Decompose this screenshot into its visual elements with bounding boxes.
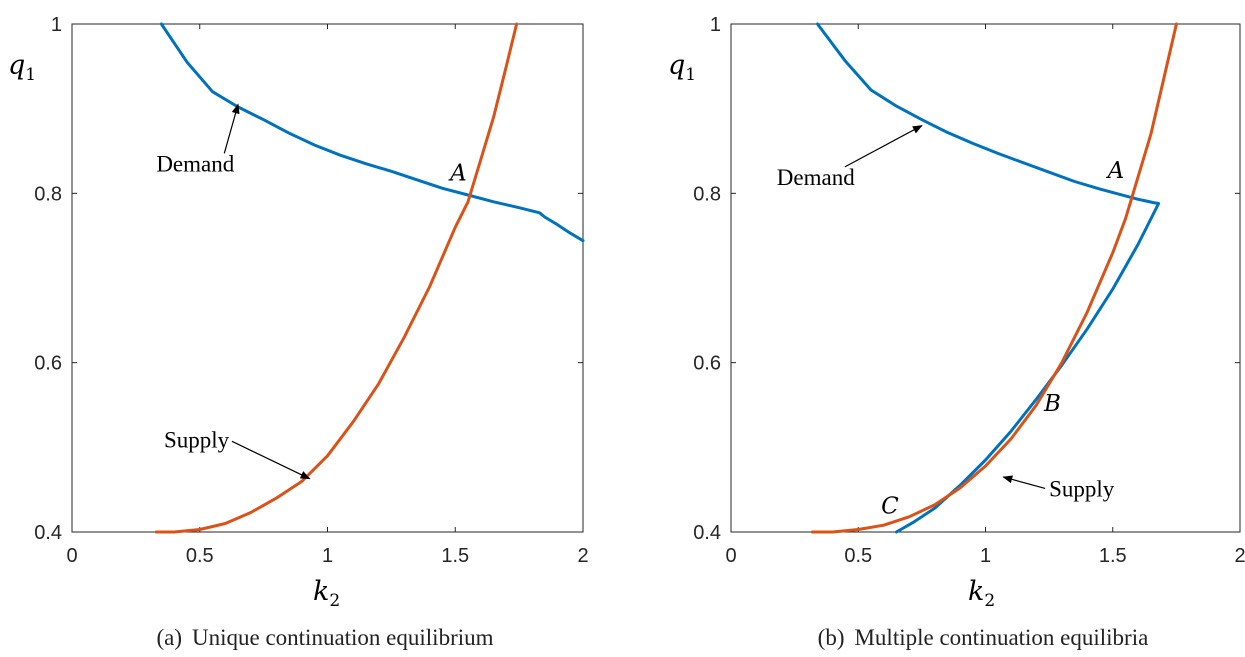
x-tick-label-b: 2 [1234, 545, 1245, 567]
x-tick-label-a: 1 [322, 545, 333, 567]
y-tick-label-a: 0.6 [34, 353, 62, 375]
equilibrium-label-a-b: A [1106, 158, 1125, 184]
y-axis-sub-b: 1 [685, 65, 696, 85]
x-tick-label-a: 2 [577, 545, 588, 567]
x-tick-label-a: 0.5 [186, 545, 214, 567]
x-tick-label-a: 0 [66, 545, 77, 567]
demand-curve-b [816, 22, 1161, 534]
x-tick-label-b: 1 [980, 545, 991, 567]
y-axis-sub-a: 1 [25, 65, 36, 85]
axes-box-b [730, 23, 1241, 533]
demand-arrow-b [844, 125, 923, 168]
plot-area-b: 0 0.5 1 1.5 2 0.4 0.6 0.8 1 Demand Supply A B C [693, 14, 1245, 567]
y-axis-var-a: q [8, 50, 25, 81]
x-axis-label-b: k2 [968, 576, 995, 611]
y-axis-var-b: q [668, 50, 685, 81]
y-tick-label-b: 0.4 [693, 522, 721, 544]
demand-label-b: Demand [777, 165, 855, 190]
y-axis-label-a: q1 [8, 50, 36, 85]
x-axis-sub-b: 2 [984, 591, 995, 611]
x-tick-label-b: 1.5 [1099, 545, 1127, 567]
x-axis-var-a: k [313, 576, 329, 607]
supply-label-a: Supply [164, 427, 230, 452]
x-tick-label-b: 0.5 [844, 545, 872, 567]
caption-text-b: Multiple continuation equilibria [854, 625, 1148, 650]
supply-curve-a [154, 22, 519, 534]
supply-arrow-a [231, 440, 311, 480]
demand-label-a: Demand [156, 151, 234, 176]
y-tick-label-b: 1 [710, 14, 721, 36]
caption-b: (b) Multiple continuation equilibria [818, 625, 1149, 650]
y-tick-label-a: 0.4 [34, 522, 62, 544]
supply-arrow-b [1002, 475, 1046, 490]
supply-curve-b [810, 22, 1178, 534]
y-tick-label-b: 0.8 [693, 183, 721, 205]
x-tick-label-b: 0 [725, 545, 736, 567]
equilibrium-label-b-b: B [1043, 391, 1061, 417]
caption-tag-b: (b) [818, 625, 845, 650]
y-axis-label-b: q1 [668, 50, 696, 85]
demand-arrow-a [223, 103, 240, 154]
x-axis-sub-a: 2 [329, 591, 340, 611]
x-axis-label-a: k2 [313, 576, 340, 611]
caption-tag-a: (a) [156, 625, 182, 650]
plot-area-a: 0 0.5 1 1.5 2 0.4 0.6 0.8 1 Demand Supply A [34, 14, 588, 567]
caption-text-a: Unique continuation equilibrium [192, 625, 494, 650]
x-tick-label-a: 1.5 [441, 545, 469, 567]
x-axis-var-b: k [968, 576, 984, 607]
y-tick-label-a: 0.8 [34, 183, 62, 205]
caption-a: (a) Unique continuation equilibrium [156, 625, 493, 650]
equilibrium-label-c-b: C [881, 493, 899, 519]
y-tick-label-a: 1 [51, 14, 62, 36]
equilibrium-label-a-a: A [448, 161, 467, 187]
demand-curve-a [159, 22, 585, 243]
supply-label-b: Supply [1049, 476, 1115, 501]
y-tick-label-b: 0.6 [693, 353, 721, 375]
